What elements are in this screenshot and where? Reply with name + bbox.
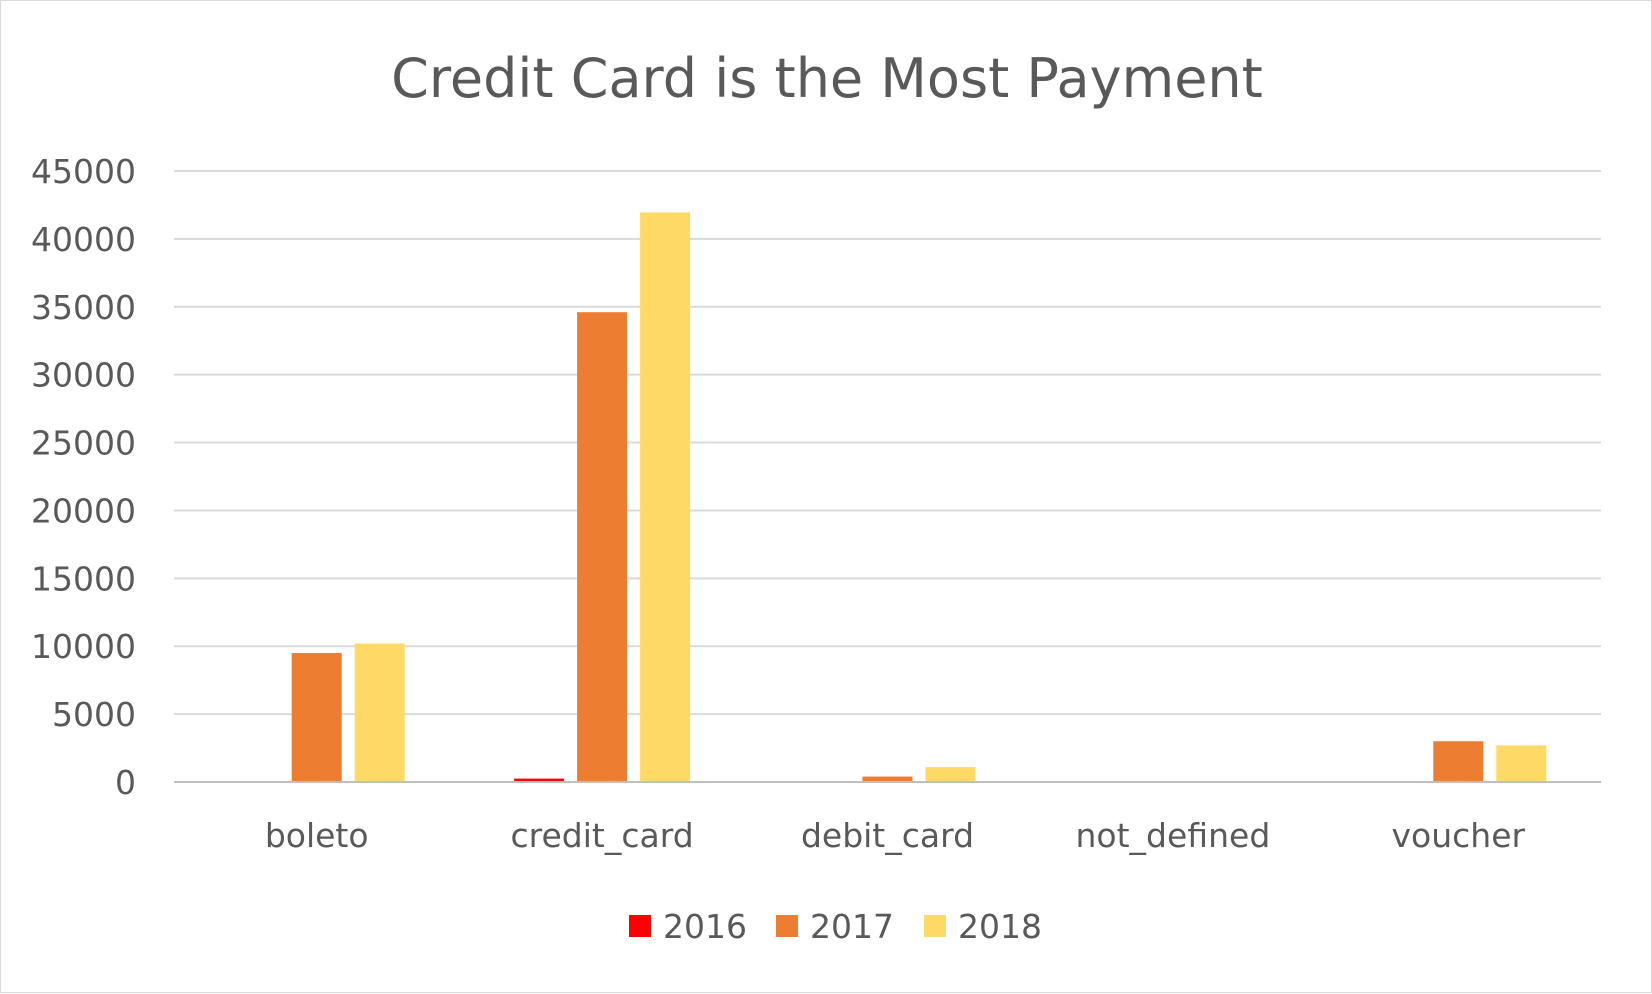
y-tick-label: 40000	[31, 220, 136, 259]
x-tick-label: debit_card	[801, 816, 974, 855]
y-tick-label: 10000	[31, 627, 136, 666]
y-tick-label: 5000	[52, 695, 136, 734]
chart-title: Credit Card is the Most Payment	[391, 47, 1263, 110]
bars	[291, 212, 1547, 782]
bar-credit-card-2017	[577, 312, 628, 782]
y-tick-label: 0	[115, 763, 136, 802]
bar-voucher-2018	[1496, 745, 1547, 782]
legend: 2016 2017 2018	[629, 907, 1042, 946]
y-tick-label: 15000	[31, 559, 136, 598]
bar-boleto-2018	[354, 643, 405, 782]
y-tick-label: 30000	[31, 356, 136, 395]
legend-swatch-2018	[924, 915, 946, 937]
x-tick-label: credit_card	[511, 816, 694, 855]
y-tick-label: 35000	[31, 288, 136, 327]
legend-label: 2018	[958, 907, 1042, 946]
bar-debit-card-2018	[925, 767, 976, 782]
legend-label: 2017	[810, 907, 894, 946]
x-tick-label: voucher	[1392, 816, 1526, 855]
legend-swatch-2017	[776, 915, 798, 937]
x-tick-label: not_defined	[1076, 816, 1271, 855]
y-tick-label: 20000	[31, 491, 136, 530]
y-tick-label: 45000	[31, 152, 136, 191]
bar-credit-card-2016	[514, 778, 565, 782]
bar-boleto-2017	[291, 653, 342, 782]
y-tick-label: 25000	[31, 424, 136, 463]
legend-label: 2016	[663, 907, 747, 946]
bar-voucher-2017	[1433, 741, 1484, 782]
legend-swatch-2016	[629, 915, 651, 937]
x-tick-label: boleto	[265, 816, 369, 855]
bar-credit-card-2018	[640, 212, 691, 782]
y-axis-ticks: 0 5000 10000 15000 20000 25000 30000 35000 40000…	[31, 152, 136, 802]
x-axis-labels: boleto credit_card debit_card not_defined vo…	[265, 816, 1526, 855]
gridlines	[174, 170, 1601, 716]
bar-debit-card-2017	[862, 776, 913, 782]
